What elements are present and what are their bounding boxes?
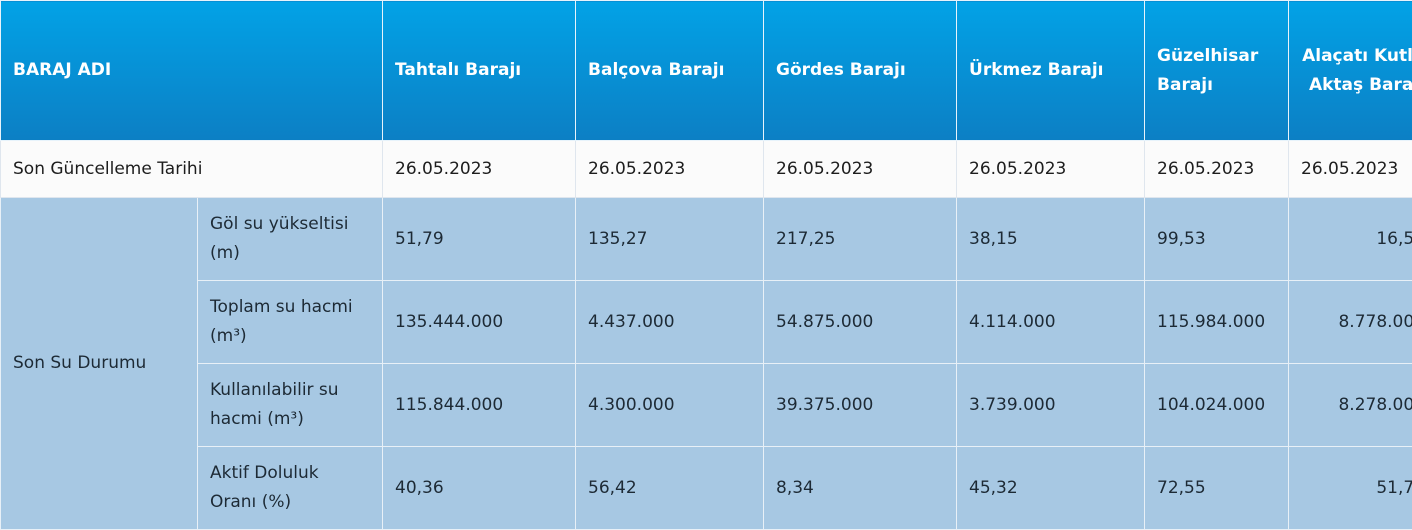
value-cell: 135,27 bbox=[576, 198, 764, 281]
value-cell: 217,25 bbox=[764, 198, 957, 281]
header-row: BARAJ ADI Tahtalı Barajı Balçova Barajı … bbox=[1, 1, 1412, 141]
value-cell: 4.114.000 bbox=[957, 281, 1145, 364]
value-cell: 51,79 bbox=[383, 198, 576, 281]
table-row: Kullanılabilir su hacmi (m³) 115.844.000… bbox=[1, 364, 1412, 447]
metric-label: Kullanılabilir su hacmi (m³) bbox=[198, 364, 383, 447]
value-cell: 39.375.000 bbox=[764, 364, 957, 447]
value-cell: 45,32 bbox=[957, 447, 1145, 530]
update-date-cell: 26.05.2023 bbox=[1145, 141, 1289, 198]
value-cell: 38,15 bbox=[957, 198, 1145, 281]
value-cell: 115.984.000 bbox=[1145, 281, 1289, 364]
value-cell: 16,58 bbox=[1289, 198, 1412, 281]
update-date-cell: 26.05.2023 bbox=[764, 141, 957, 198]
header-dam-balcova: Balçova Barajı bbox=[576, 1, 764, 141]
value-cell: 54.875.000 bbox=[764, 281, 957, 364]
table-row: Toplam su hacmi (m³) 135.444.000 4.437.0… bbox=[1, 281, 1412, 364]
value-cell: 56,42 bbox=[576, 447, 764, 530]
update-date-cell: 26.05.2023 bbox=[957, 141, 1145, 198]
value-cell: 4.300.000 bbox=[576, 364, 764, 447]
header-dam-alacati: Alaçatı Kutlu Aktaş Barajı bbox=[1289, 1, 1412, 141]
update-date-label: Son Güncelleme Tarihi bbox=[1, 141, 383, 198]
header-dam-name-label: BARAJ ADI bbox=[1, 1, 383, 141]
value-cell: 104.024.000 bbox=[1145, 364, 1289, 447]
table-row: Son Su Durumu Göl su yükseltisi (m) 51,7… bbox=[1, 198, 1412, 281]
metric-label: Aktif Doluluk Oranı (%) bbox=[198, 447, 383, 530]
update-date-cell: 26.05.2023 bbox=[576, 141, 764, 198]
update-date-row: Son Güncelleme Tarihi 26.05.2023 26.05.2… bbox=[1, 141, 1412, 198]
value-cell: 8,34 bbox=[764, 447, 957, 530]
value-cell: 8.778.000 bbox=[1289, 281, 1412, 364]
header-dam-urkmez: Ürkmez Barajı bbox=[957, 1, 1145, 141]
value-cell: 99,53 bbox=[1145, 198, 1289, 281]
value-cell: 8.278.000 bbox=[1289, 364, 1412, 447]
value-cell: 72,55 bbox=[1145, 447, 1289, 530]
value-cell: 135.444.000 bbox=[383, 281, 576, 364]
value-cell: 115.844.000 bbox=[383, 364, 576, 447]
value-cell: 4.437.000 bbox=[576, 281, 764, 364]
metric-label: Göl su yükseltisi (m) bbox=[198, 198, 383, 281]
value-cell: 40,36 bbox=[383, 447, 576, 530]
header-dam-gordes: Gördes Barajı bbox=[764, 1, 957, 141]
update-date-cell: 26.05.2023 bbox=[383, 141, 576, 198]
status-group-label: Son Su Durumu bbox=[1, 198, 198, 530]
header-dam-tahtali: Tahtalı Barajı bbox=[383, 1, 576, 141]
value-cell: 51,74 bbox=[1289, 447, 1412, 530]
table-row: Aktif Doluluk Oranı (%) 40,36 56,42 8,34… bbox=[1, 447, 1412, 530]
metric-label: Toplam su hacmi (m³) bbox=[198, 281, 383, 364]
value-cell: 3.739.000 bbox=[957, 364, 1145, 447]
update-date-cell: 26.05.2023 bbox=[1289, 141, 1412, 198]
header-dam-guzelhisar: Güzelhisar Barajı bbox=[1145, 1, 1289, 141]
